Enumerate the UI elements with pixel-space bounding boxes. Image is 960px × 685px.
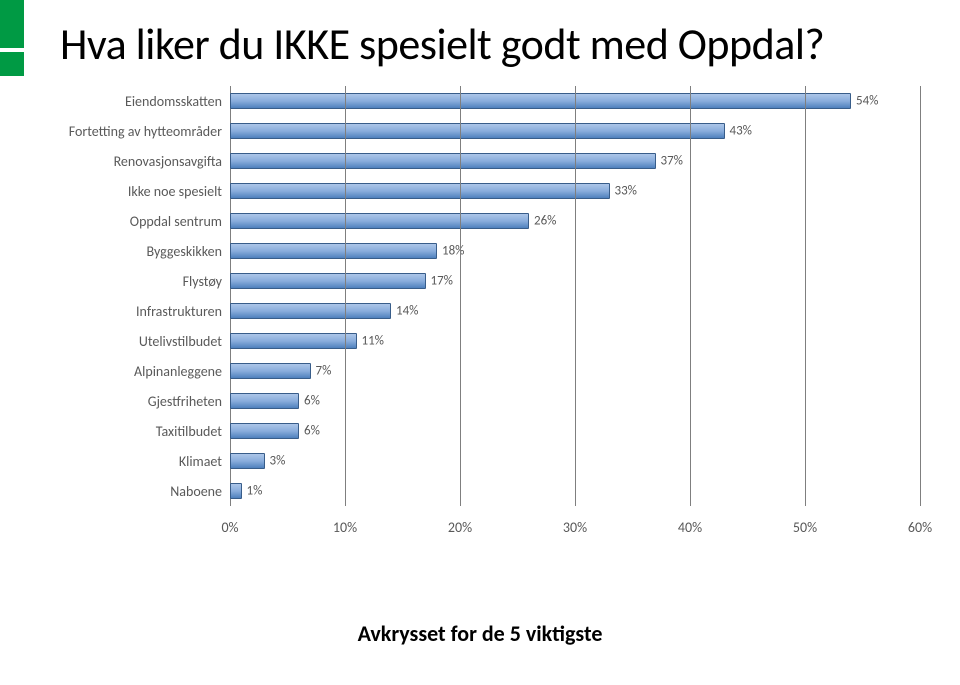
brand-sidebar: OPPDAL [0, 0, 24, 685]
chart-caption: Avkrysset for de 5 viktigste [0, 620, 960, 647]
bar: 6% [230, 393, 299, 409]
bar-value-label: 1% [241, 484, 263, 499]
x-tick-label: 40% [678, 519, 702, 536]
x-tick-label: 60% [908, 519, 932, 536]
gridline [805, 86, 806, 506]
gridline [690, 86, 691, 506]
bar: 6% [230, 423, 299, 439]
bar-chart: Eiendomsskatten54%Fortetting av hytteomr… [60, 86, 920, 566]
bar: 14% [230, 303, 391, 319]
bar: 18% [230, 243, 437, 259]
slide: OPPDAL Hva liker du IKKE spesielt godt m… [0, 0, 960, 685]
category-label: Fortetting av hytteområder [69, 123, 230, 140]
bar: 33% [230, 183, 610, 199]
bar-value-label: 6% [298, 394, 320, 409]
x-tick-label: 0% [221, 519, 238, 536]
category-label: Byggeskikken [147, 243, 230, 260]
bar: 43% [230, 123, 725, 139]
x-tick-label: 50% [793, 519, 817, 536]
category-label: Eiendomsskatten [125, 93, 230, 110]
gridline [920, 86, 921, 506]
bar: 7% [230, 363, 311, 379]
category-label: Taxitilbudet [156, 423, 230, 440]
page-title: Hva liker du IKKE spesielt godt med Oppd… [60, 20, 920, 68]
category-label: Klimaet [179, 453, 230, 470]
bar-value-label: 6% [298, 424, 320, 439]
x-tick-label: 30% [563, 519, 587, 536]
bar: 1% [230, 483, 242, 499]
gridline [345, 86, 346, 506]
bar-value-label: 43% [724, 124, 752, 139]
category-label: Ikke noe spesielt [128, 183, 230, 200]
category-label: Oppdal sentrum [130, 213, 230, 230]
brand-block [0, 52, 24, 76]
bar-value-label: 54% [850, 94, 878, 109]
bar-value-label: 26% [528, 214, 556, 229]
bar: 17% [230, 273, 426, 289]
gridline [460, 86, 461, 506]
brand-block [0, 0, 24, 48]
bar-value-label: 14% [390, 304, 418, 319]
category-label: Flystøy [183, 273, 230, 290]
bar-value-label: 7% [310, 364, 332, 379]
category-label: Alpinanleggene [134, 363, 230, 380]
bar: 11% [230, 333, 357, 349]
bar-value-label: 17% [425, 274, 453, 289]
category-label: Utelivstilbudet [139, 333, 230, 350]
bar: 3% [230, 453, 265, 469]
x-tick-label: 20% [448, 519, 472, 536]
category-label: Renovasjonsavgifta [114, 153, 230, 170]
category-label: Gjestfriheten [148, 393, 230, 410]
bar: 26% [230, 213, 529, 229]
bar-value-label: 3% [264, 454, 286, 469]
gridline [575, 86, 576, 506]
bar: 54% [230, 93, 851, 109]
bar-value-label: 37% [655, 154, 683, 169]
x-tick-label: 10% [333, 519, 357, 536]
category-label: Naboene [170, 483, 230, 500]
bar: 37% [230, 153, 656, 169]
bar-value-label: 33% [609, 184, 637, 199]
bar-value-label: 11% [356, 334, 384, 349]
category-label: Infrastrukturen [136, 303, 230, 320]
